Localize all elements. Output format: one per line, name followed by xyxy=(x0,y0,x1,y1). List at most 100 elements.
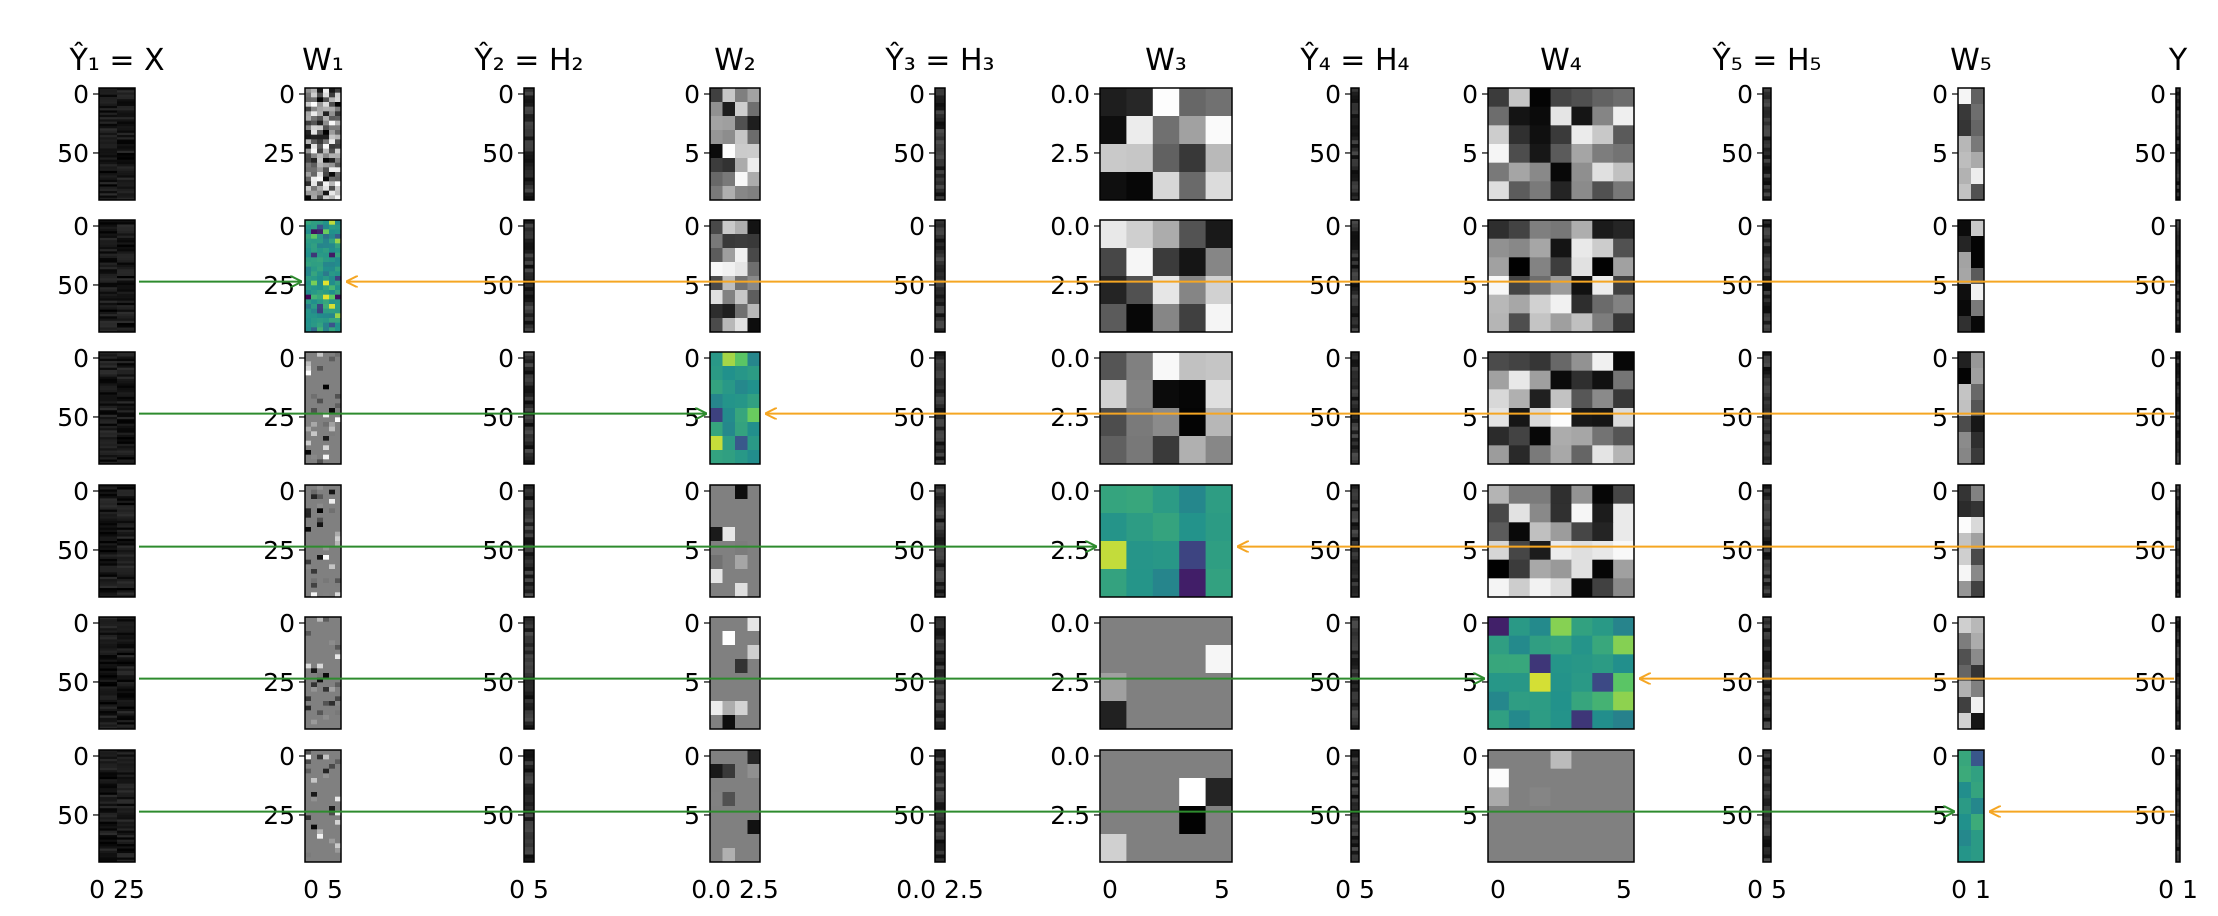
pixel-cell xyxy=(99,428,118,431)
pixel-cell xyxy=(1179,701,1207,730)
pixel-cell xyxy=(524,750,535,755)
pixel-cell xyxy=(524,324,535,329)
pixel-cell xyxy=(323,153,330,159)
pixel-cell xyxy=(323,503,330,509)
pixel-cell xyxy=(117,428,136,431)
pixel-cell xyxy=(99,837,118,841)
pixel-cell xyxy=(335,550,342,556)
pixel-cell xyxy=(305,527,312,533)
pixel-cell xyxy=(117,401,136,405)
pixel-cell xyxy=(329,701,336,707)
pixel-cell xyxy=(335,815,342,821)
pixel-cell xyxy=(1763,499,1772,505)
pixel-cell xyxy=(323,517,330,523)
pixel-cell xyxy=(329,545,336,551)
pixel-cell xyxy=(317,778,324,784)
pixel-cell xyxy=(1763,850,1772,856)
pixel-cell xyxy=(335,663,342,669)
pixel-cell xyxy=(935,847,946,852)
pixel-cell xyxy=(935,499,946,505)
pixel-cell xyxy=(2176,631,2181,637)
pixel-cell xyxy=(305,645,312,651)
pixel-cell xyxy=(99,828,118,832)
pixel-cell xyxy=(1763,753,1772,758)
pixel-cell xyxy=(1571,181,1593,201)
pixel-cell xyxy=(311,517,318,523)
panel-r2-c3: 05 xyxy=(684,344,761,465)
pixel-cell xyxy=(1763,158,1772,164)
pixel-cell xyxy=(99,541,118,544)
pixel-cell xyxy=(117,583,136,587)
pixel-cell xyxy=(524,764,535,770)
pixel-cell xyxy=(747,778,761,793)
pixel-cell xyxy=(1351,238,1360,243)
ytick-label: 0.0 xyxy=(1050,742,1090,771)
pixel-cell xyxy=(99,681,118,685)
pixel-cell xyxy=(311,663,318,669)
pixel-cell xyxy=(335,248,342,254)
pixel-cell xyxy=(99,414,118,418)
pixel-cell xyxy=(1763,485,1772,490)
pixel-cell xyxy=(317,592,324,598)
pixel-cell xyxy=(117,251,136,255)
pixel-cell xyxy=(323,668,330,674)
pixel-cell xyxy=(2176,639,2181,644)
pixel-cell xyxy=(117,231,136,234)
pixel-cell xyxy=(2176,706,2181,711)
panel-frame xyxy=(1099,351,1233,465)
pixel-cell xyxy=(99,329,118,333)
pixel-cell xyxy=(1763,378,1772,383)
pixel-cell xyxy=(1592,276,1614,296)
pixel-cell xyxy=(1958,268,1972,285)
pixel-cell xyxy=(329,125,336,131)
pixel-cell xyxy=(335,224,342,230)
pixel-cell xyxy=(524,533,535,538)
pixel-cell xyxy=(317,852,324,858)
pixel-cell xyxy=(117,509,136,513)
pixel-cell xyxy=(117,300,136,304)
pixel-cell xyxy=(1592,408,1614,428)
pixel-cell xyxy=(305,583,312,589)
pixel-cell xyxy=(935,106,946,111)
pixel-cell xyxy=(747,394,761,409)
pixel-cell xyxy=(2176,680,2181,685)
pixel-cell xyxy=(317,97,324,103)
pixel-cell xyxy=(317,125,324,131)
pixel-cell xyxy=(1571,313,1593,333)
pixel-cell xyxy=(335,489,342,495)
pixel-cell xyxy=(1508,370,1531,390)
pixel-cell xyxy=(1508,617,1531,637)
ytick-label: 0 xyxy=(1932,477,1948,506)
pixel-cell xyxy=(323,796,330,802)
pixel-cell xyxy=(524,144,535,149)
pixel-cell xyxy=(317,380,324,386)
pixel-cell xyxy=(722,659,736,674)
pixel-cell xyxy=(99,161,118,165)
pixel-cell xyxy=(1100,436,1127,465)
pixel-cell xyxy=(117,688,136,692)
pixel-cell xyxy=(117,835,136,838)
pixel-cell xyxy=(935,768,946,773)
pixel-cell xyxy=(1971,581,1985,598)
pixel-cell xyxy=(311,356,318,362)
pixel-cell xyxy=(117,529,136,533)
pixel-cell xyxy=(311,621,318,627)
pixel-cell xyxy=(117,846,136,850)
pixel-cell xyxy=(117,814,136,818)
pixel-cell xyxy=(99,164,118,167)
pixel-cell xyxy=(311,384,318,390)
pixel-cell xyxy=(335,243,342,249)
pixel-cell xyxy=(99,835,118,838)
pixel-cell xyxy=(305,243,312,249)
pixel-cell xyxy=(1550,313,1572,333)
pixel-cell xyxy=(524,155,535,160)
pixel-cell xyxy=(1971,416,1985,433)
pixel-cell xyxy=(311,248,318,254)
pixel-cell xyxy=(335,327,342,333)
pixel-cell xyxy=(329,843,336,849)
pixel-cell xyxy=(329,375,336,381)
pixel-cell xyxy=(117,121,136,125)
pixel-cell xyxy=(99,776,118,780)
pixel-cell xyxy=(935,680,946,685)
pixel-cell xyxy=(99,430,118,434)
